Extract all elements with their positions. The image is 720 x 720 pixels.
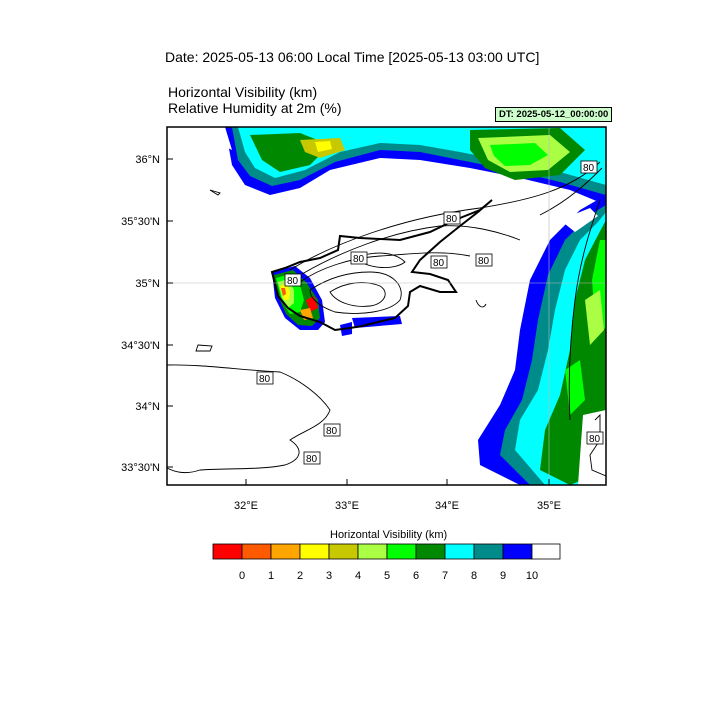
lat-tick-labels: 36°N 35°30'N 35°N 34°30'N 34°N 33°30'N bbox=[121, 154, 160, 474]
colorbar-swatch bbox=[444, 543, 475, 560]
colorbar-label: 3 bbox=[326, 570, 332, 582]
colorbar-swatch bbox=[415, 543, 446, 560]
contour-label: 80 bbox=[430, 255, 448, 269]
contour-label: 80 bbox=[303, 451, 321, 465]
lon-tick: 34°E bbox=[435, 500, 459, 512]
svg-text:80: 80 bbox=[478, 256, 490, 267]
colorbar-label: 7 bbox=[442, 570, 448, 582]
colorbar-swatch bbox=[386, 543, 417, 560]
contour-label: 80 bbox=[586, 431, 604, 445]
east-visibility-band bbox=[478, 195, 606, 485]
lat-tick: 36°N bbox=[135, 154, 160, 166]
colorbar-label: 0 bbox=[239, 570, 245, 582]
date-title: Date: 2025-05-13 06:00 Local Time [2025-… bbox=[165, 49, 540, 65]
contour-labels: 80 80 80 80 80 80 80 80 80 80 bbox=[256, 160, 604, 465]
svg-text:80: 80 bbox=[433, 258, 445, 269]
svg-text:80: 80 bbox=[326, 426, 338, 437]
tick-marks bbox=[167, 158, 550, 485]
lat-tick: 34°30'N bbox=[121, 340, 160, 352]
lon-tick: 32°E bbox=[234, 500, 258, 512]
colorbar bbox=[212, 543, 561, 560]
contour-label: 80 bbox=[323, 423, 341, 437]
colorbar-swatch bbox=[502, 543, 533, 560]
lat-tick: 34°N bbox=[135, 401, 160, 413]
cyprus-coastline bbox=[270, 199, 493, 332]
svg-text:80: 80 bbox=[589, 434, 601, 445]
svg-text:80: 80 bbox=[259, 374, 271, 385]
map-frame bbox=[166, 126, 607, 486]
colorbar-label: 10 bbox=[526, 570, 538, 582]
colorbar-label: 8 bbox=[471, 570, 477, 582]
dt-badge: DT: 2025-05-12_00:00:00 bbox=[495, 107, 613, 122]
colorbar-swatch bbox=[212, 543, 243, 560]
colorbar-swatch bbox=[531, 543, 561, 560]
colorbar-label: 1 bbox=[268, 570, 274, 582]
field-title-visibility: Horizontal Visibility (km) bbox=[168, 84, 318, 100]
svg-text:80: 80 bbox=[446, 214, 458, 225]
lat-tick: 35°30'N bbox=[121, 216, 160, 228]
colorbar-label: 5 bbox=[384, 570, 390, 582]
colorbar-swatch bbox=[357, 543, 388, 560]
colorbar-swatch bbox=[328, 543, 359, 560]
lat-tick: 33°30'N bbox=[121, 462, 160, 474]
svg-text:80: 80 bbox=[353, 254, 365, 265]
lon-tick-labels: 32°E 33°E 34°E 35°E bbox=[234, 500, 561, 512]
colorbar-label: 2 bbox=[297, 570, 303, 582]
map-plot-area: 80 80 80 80 80 80 80 80 80 80 bbox=[167, 127, 606, 485]
north-visibility-band bbox=[167, 127, 606, 205]
svg-text:80: 80 bbox=[287, 276, 299, 287]
colorbar-label: 4 bbox=[355, 570, 361, 582]
field-title-humidity: Relative Humidity at 2m (%) bbox=[168, 100, 342, 116]
contour-label: 80 bbox=[475, 253, 493, 267]
contour-label: 80 bbox=[350, 251, 368, 265]
humidity-contours bbox=[167, 161, 606, 477]
colorbar-swatch bbox=[241, 543, 272, 560]
contour-label: 80 bbox=[256, 371, 274, 385]
colorbar-swatch bbox=[473, 543, 504, 560]
lon-tick: 33°E bbox=[335, 500, 359, 512]
colorbar-label: 6 bbox=[413, 570, 419, 582]
contour-label: 80 bbox=[443, 211, 461, 225]
graticule bbox=[167, 127, 606, 485]
lat-tick: 35°N bbox=[135, 278, 160, 290]
lon-tick: 35°E bbox=[537, 500, 561, 512]
colorbar-swatch bbox=[270, 543, 301, 560]
contour-label: 80 bbox=[580, 160, 598, 174]
colorbar-swatch bbox=[299, 543, 330, 560]
svg-text:80: 80 bbox=[583, 163, 595, 174]
colorbar-label: 9 bbox=[500, 570, 506, 582]
svg-text:80: 80 bbox=[306, 454, 318, 465]
colorbar-title: Horizontal Visibility (km) bbox=[330, 529, 448, 541]
colorbar-labels: 0 1 2 3 4 5 6 7 8 9 10 bbox=[239, 570, 538, 582]
contour-label: 80 bbox=[284, 273, 302, 287]
